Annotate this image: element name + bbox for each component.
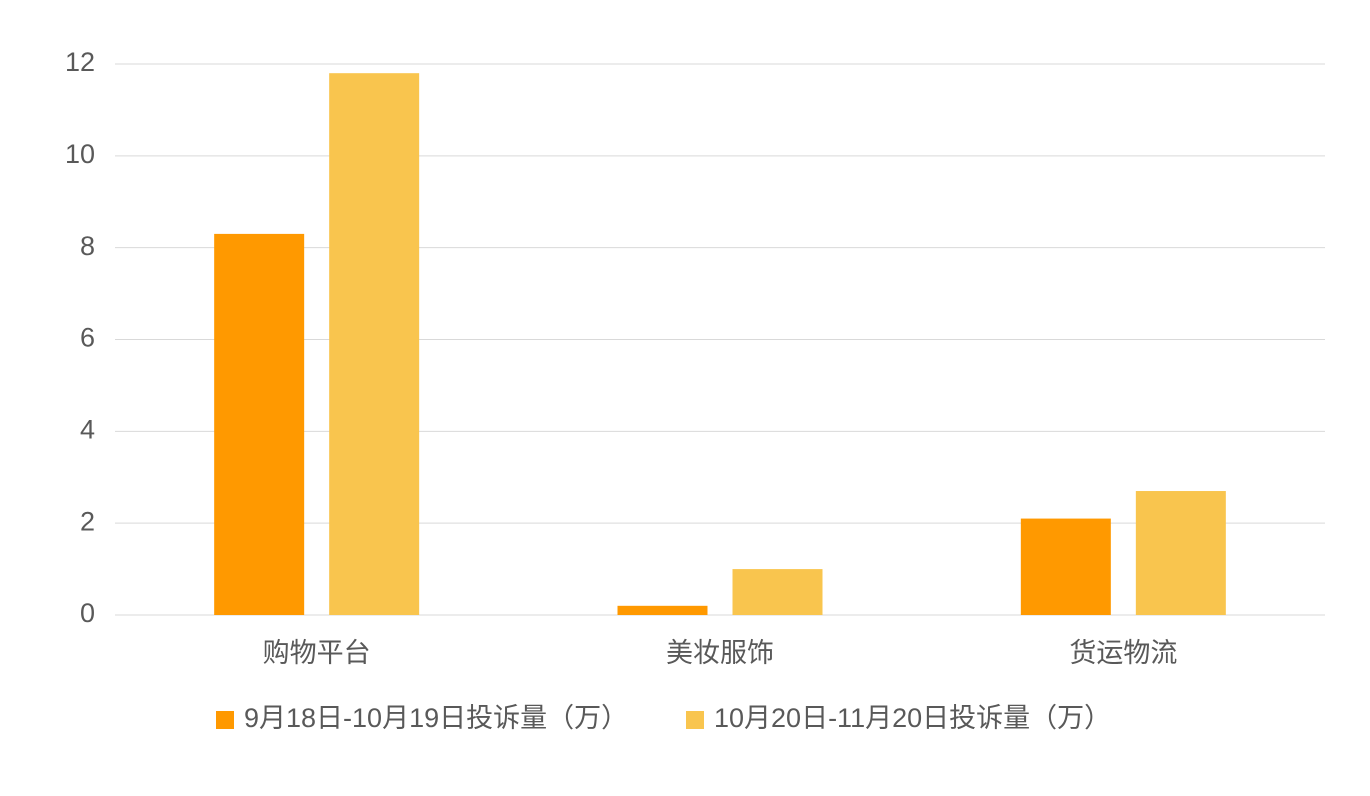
bar (732, 569, 823, 615)
x-tick-label: 货运物流 (1069, 638, 1177, 668)
y-tick-label: 4 (80, 414, 95, 444)
x-tick-label: 美妆服饰 (666, 638, 774, 668)
legend-swatch (216, 711, 234, 729)
bar (617, 605, 708, 615)
x-tick-label: 购物平台 (263, 638, 371, 668)
y-tick-label: 2 (80, 506, 95, 536)
y-tick-label: 8 (80, 231, 95, 261)
y-tick-label: 12 (65, 47, 95, 77)
y-tick-label: 0 (80, 598, 95, 628)
legend-label: 10月20日-11月20日投诉量（万） (714, 703, 1111, 733)
bar (1135, 491, 1226, 615)
legend-swatch (686, 711, 704, 729)
y-tick-label: 6 (80, 323, 95, 353)
bar (1020, 518, 1111, 615)
bar (329, 73, 420, 615)
y-tick-label: 10 (65, 139, 95, 169)
legend-label: 9月18日-10月19日投诉量（万） (244, 703, 628, 733)
bar (214, 233, 305, 615)
